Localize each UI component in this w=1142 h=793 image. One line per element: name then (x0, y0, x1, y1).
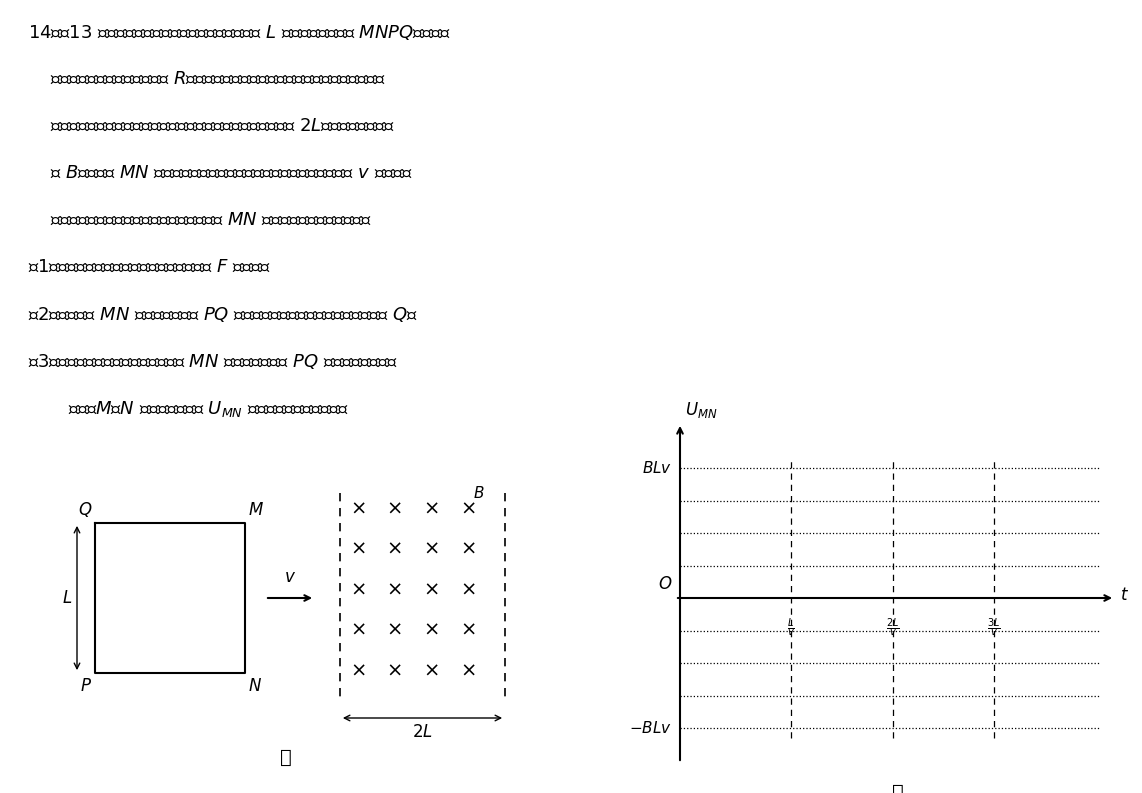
Text: ×: × (387, 621, 403, 640)
Text: 为 $B$。在垂直 $MN$ 边的水平拉力作用下，线框以垂直磁场边界的速度 $v$ 匀速穿过: 为 $B$。在垂直 $MN$ 边的水平拉力作用下，线框以垂直磁场边界的速度 $v… (50, 164, 412, 182)
Text: 乙: 乙 (892, 783, 903, 793)
Text: $O$: $O$ (658, 575, 671, 593)
Text: ×: × (387, 540, 403, 559)
Text: 一边的电阻都相等，总电阻为 $R$，将线框置于光滑绝缘的水平桌面上，在线框的右: 一边的电阻都相等，总电阻为 $R$，将线框置于光滑绝缘的水平桌面上，在线框的右 (50, 70, 386, 88)
Text: P: P (81, 677, 91, 695)
Text: $BLv$: $BLv$ (642, 460, 671, 476)
Text: $2L$: $2L$ (412, 723, 433, 741)
Text: ×: × (424, 540, 440, 559)
Text: N: N (249, 677, 262, 695)
Text: 14．（13 分）如图甲所示，用均匀导线做成边长为 $L$ 的单匝正方形线框 $MNPQ$，线框每: 14．（13 分）如图甲所示，用均匀导线做成边长为 $L$ 的单匝正方形线框 $… (29, 23, 451, 42)
Text: $\frac{2L}{v}$: $\frac{2L}{v}$ (886, 616, 899, 639)
Text: $\frac{L}{v}$: $\frac{L}{v}$ (787, 616, 795, 639)
Text: 磁场。在整个运动过程中线框平面水平，且 $MN$ 边始终与磁场的边界平行。: 磁场。在整个运动过程中线框平面水平，且 $MN$ 边始终与磁场的边界平行。 (50, 211, 372, 229)
Text: Q: Q (78, 501, 91, 519)
Text: $U_{MN}$: $U_{MN}$ (685, 400, 717, 420)
Text: （3）请通过计算在图乙中画出线框从 $MN$ 边刚进入磁场到 $PQ$ 边刚穿出磁场的过: （3）请通过计算在图乙中画出线框从 $MN$ 边刚进入磁场到 $PQ$ 边刚穿出… (29, 352, 397, 371)
Text: ×: × (460, 580, 476, 600)
Text: $v$: $v$ (284, 568, 296, 586)
Text: ×: × (351, 621, 367, 640)
Text: $-BLv$: $-BLv$ (629, 720, 671, 736)
Text: ×: × (460, 661, 476, 680)
Text: ×: × (424, 580, 440, 600)
Text: ×: × (351, 580, 367, 600)
Text: 侧存在竖直向下的有界匀强磁场，磁场左、右边界间的距离为 $2L$，磁感应强度大小: 侧存在竖直向下的有界匀强磁场，磁场左、右边界间的距离为 $2L$，磁感应强度大小 (50, 117, 395, 135)
Text: ×: × (351, 540, 367, 559)
Text: $t$: $t$ (1120, 586, 1129, 604)
Text: ×: × (460, 500, 476, 519)
Text: ×: × (424, 500, 440, 519)
Text: 甲: 甲 (281, 748, 292, 767)
Text: （2）求线框从 $MN$ 边刚进入磁场到 $PQ$ 边刚穿出磁场的过程中，产生的焦耳热 $Q$。: （2）求线框从 $MN$ 边刚进入磁场到 $PQ$ 边刚穿出磁场的过程中，产生的… (29, 305, 418, 324)
Text: $B$: $B$ (473, 485, 485, 501)
Text: $L$: $L$ (62, 589, 72, 607)
Text: （1）求线框进入磁场过程中受到的水平拉力 $F$ 的大小。: （1）求线框进入磁场过程中受到的水平拉力 $F$ 的大小。 (29, 258, 271, 276)
Text: ×: × (460, 621, 476, 640)
Text: ×: × (387, 580, 403, 600)
Text: $\frac{3L}{v}$: $\frac{3L}{v}$ (987, 616, 1000, 639)
Text: ×: × (351, 500, 367, 519)
Text: ×: × (387, 661, 403, 680)
Text: ×: × (424, 661, 440, 680)
Text: ×: × (387, 500, 403, 519)
Text: M: M (249, 501, 264, 519)
Text: 程中，$M$、$N$ 两点间的电势差 $U_{MN}$ 随运动时间的变化图像。: 程中，$M$、$N$ 两点间的电势差 $U_{MN}$ 随运动时间的变化图像。 (69, 399, 349, 419)
Text: ×: × (424, 621, 440, 640)
Text: ×: × (460, 540, 476, 559)
Text: ×: × (351, 661, 367, 680)
